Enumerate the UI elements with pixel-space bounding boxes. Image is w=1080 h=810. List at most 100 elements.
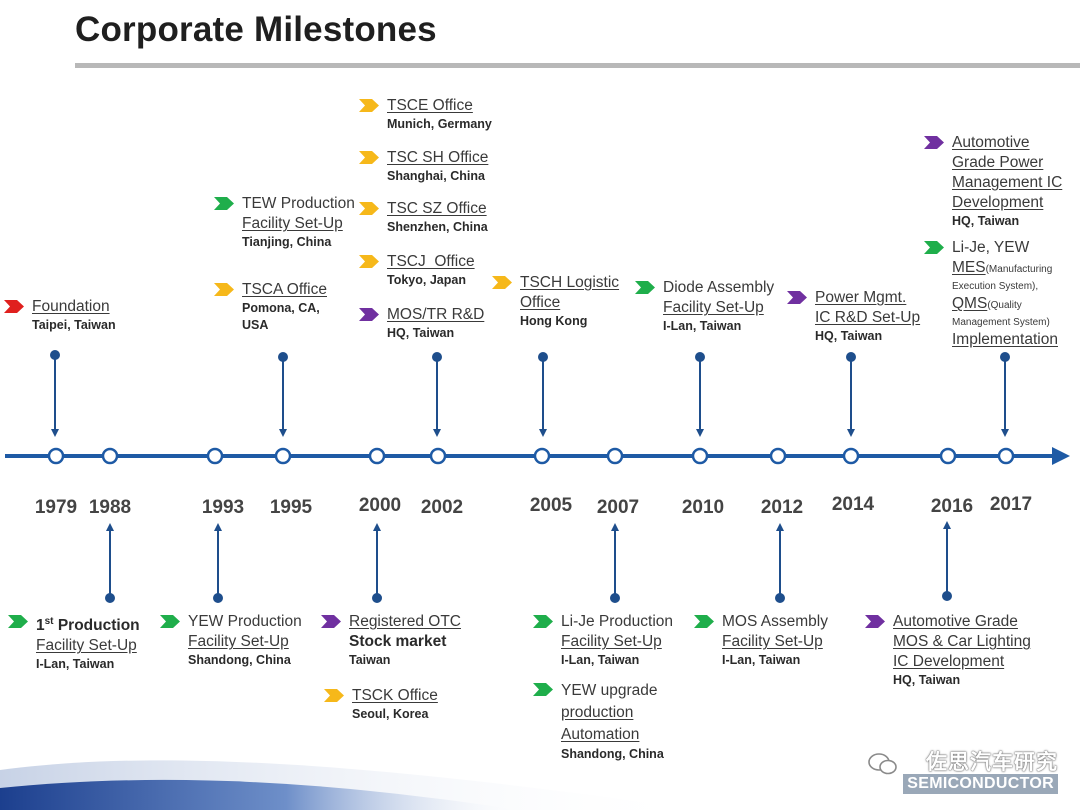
milestone-title-link[interactable]: Facility Set-Up [561,633,662,650]
connector-2012 [775,523,785,603]
milestone-title-line2[interactable]: IC R&D Set-Up [815,309,921,326]
year-label: 1988 [88,497,132,518]
milestone-title: YEW Production [188,613,302,630]
milestone-title-link[interactable]: Facility Set-Up [722,633,823,650]
green-chevron-icon [160,615,180,628]
milestone-title[interactable]: TSCA Office [242,281,327,298]
year-label: 1993 [201,497,245,518]
node-2005 [533,447,551,465]
qms-line: QMS(Quality [952,294,1058,316]
milestone-title[interactable]: TSCK Office [352,687,438,704]
milestone-title-link[interactable]: Facility Set-Up [242,215,343,232]
milestone-title: 1st Production [36,616,140,635]
milestone-title-link[interactable]: Facility Set-Up [188,633,289,650]
green-chevron-icon [635,281,655,294]
milestone-title-link[interactable]: Facility Set-Up [36,637,137,655]
milestone-title[interactable]: TSC SH Office [387,149,489,166]
connector-1979 [50,350,60,437]
purple-chevron-icon [359,308,379,321]
decorative-swoosh [0,760,700,810]
milestone-location: HQ, Taiwan [387,326,455,340]
milestone-location: Shandong, China [188,653,291,667]
milestone-title-link[interactable]: production [561,704,634,721]
milestone-title[interactable]: MOS/TR R&D [387,306,485,323]
connector-2000 [372,523,382,603]
milestone-title-link[interactable]: Facility Set-Up [663,299,764,316]
milestone-location: Pomona, CA, [242,301,320,315]
year-label: 2012 [760,497,804,518]
green-chevron-icon [214,197,234,210]
connector-2010 [695,352,705,437]
wechat-icon [868,753,897,775]
milestone-title: Li-Je Production [561,613,674,630]
milestone-title-line2[interactable]: Office [520,294,561,311]
yellow-chevron-icon [359,151,379,164]
mes-note-line2: Execution System), [952,281,1039,292]
purple-chevron-icon [321,615,341,628]
milestone-title-link-2[interactable]: Automation [561,726,640,743]
yellow-chevron-icon [324,689,344,702]
milestone-location: Munich, Germany [387,117,492,131]
milestone-title: MOS Assembly [722,613,828,630]
milestone-title-line2[interactable]: Grade Power [952,154,1044,171]
yellow-chevron-icon [359,99,379,112]
year-label: 2000 [358,495,402,516]
purple-chevron-icon [787,291,807,304]
milestone-title: YEW upgrade [561,682,658,699]
milestone-title[interactable]: TSCH Logistic [520,274,620,291]
milestone-location: Taiwan [349,653,391,667]
milestone-subtitle: Stock market [349,633,447,650]
milestone-title: Diode Assembly [663,279,775,296]
yellow-chevron-icon [359,255,379,268]
milestone-title-line3[interactable]: Management IC [952,174,1063,191]
green-chevron-icon [924,241,944,254]
watermark-cn-text: 佐思汽车研究 [926,751,1058,774]
qms-link[interactable]: QMS [952,295,988,312]
milestone-title: TEW Production [242,195,355,212]
year-label: 2017 [989,494,1033,515]
green-chevron-icon [533,615,553,628]
milestone-location: I-Lan, Taiwan [663,319,742,333]
mes-link[interactable]: MES [952,259,986,276]
node-2016 [939,447,957,465]
milestone-location: HQ, Taiwan [952,214,1020,228]
node-2010 [691,447,709,465]
connector-2017 [1000,352,1010,437]
milestone-location: USA [242,318,269,332]
implementation-link[interactable]: Implementation [952,331,1058,348]
milestone-title-line2[interactable]: MOS & Car Lighting [893,633,1031,650]
yellow-chevron-icon [492,276,512,289]
milestone-title[interactable]: Registered OTC [349,613,461,630]
watermark-en-text: SEMICONDUCTOR [903,774,1058,794]
milestone-location: HQ, Taiwan [815,329,883,343]
mes-note: (Manufacturing [985,264,1053,275]
milestone-title-line3[interactable]: IC Development [893,653,1005,670]
node-2017 [997,447,1015,465]
node-1993 [206,447,224,465]
qms-note: (Quality [987,300,1022,311]
milestone-location: Taipei, Taiwan [32,318,116,332]
milestone-location: I-Lan, Taiwan [36,657,115,672]
milestone-location: Seoul, Korea [352,707,429,721]
node-2007 [606,447,624,465]
milestone-title[interactable]: TSCE Office [387,97,473,114]
year-label: 1979 [34,497,78,518]
connector-2007 [610,523,620,603]
milestone-location: HQ, Taiwan [893,673,961,687]
milestone-title[interactable]: Automotive Grade [893,613,1018,630]
year-label: 2016 [930,496,974,517]
node-2000 [368,447,386,465]
milestone-title[interactable]: Foundation [32,298,110,315]
milestone-title[interactable]: TSCJ Office [387,253,475,270]
connector-2016 [942,521,952,601]
node-1979 [47,447,65,465]
node-2012 [769,447,787,465]
milestone-title[interactable]: Power Mgmt. [815,289,907,306]
year-label: 2010 [681,497,725,518]
milestone-title[interactable]: TSC SZ Office [387,200,487,217]
milestone-title-line4[interactable]: Development [952,194,1044,211]
milestone-title[interactable]: Automotive [952,134,1030,151]
qms-note-line2: Management System) [952,317,1050,328]
connector-2005 [538,352,548,437]
